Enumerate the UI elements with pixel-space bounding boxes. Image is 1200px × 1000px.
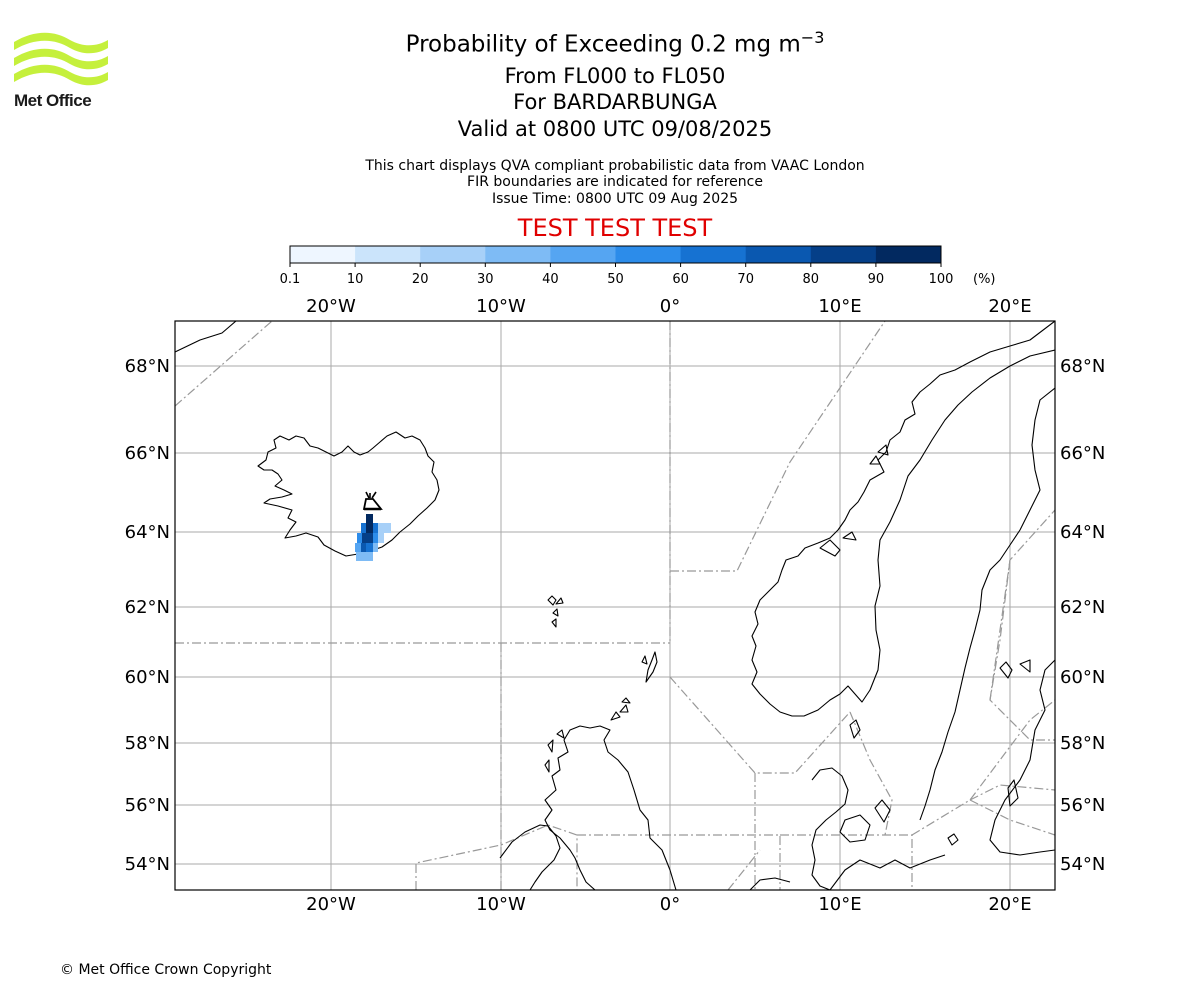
graticule: [175, 321, 1055, 890]
ireland-coast: [499, 824, 561, 890]
longitude-label: 20°W: [306, 296, 356, 317]
longitude-label: 20°E: [988, 296, 1031, 317]
colorbar-segment: [875, 246, 942, 263]
colorbar-segment: [550, 246, 616, 263]
longitude-label: 10°E: [818, 894, 861, 915]
flight-level-range: From FL000 to FL050: [504, 64, 726, 88]
colorbar-tick-label: 70: [737, 272, 754, 287]
longitude-label: 10°E: [818, 296, 861, 317]
test-banner: TEST TEST TEST: [517, 214, 713, 242]
latitude-labels-right: 68°N 66°N 64°N 62°N 60°N 58°N 56°N 54°N: [1060, 356, 1105, 875]
chart-title-exponent: −3: [800, 28, 825, 47]
colorbar-segment: [420, 246, 486, 263]
sweden-coast: [919, 387, 1055, 821]
longitude-label: 10°W: [476, 296, 526, 317]
logo-text: Met Office: [14, 91, 92, 110]
latitude-label: 68°N: [1060, 356, 1105, 377]
colorbar-tick-label: 90: [868, 272, 885, 287]
colorbar-segment: [615, 246, 682, 263]
colorbar-segment: [680, 246, 747, 263]
longitude-label: 20°W: [306, 894, 356, 915]
colorbar-segment: [810, 246, 877, 263]
fir-boundaries: [175, 321, 1055, 890]
longitude-label: 10°W: [476, 894, 526, 915]
latitude-label: 56°N: [1060, 795, 1105, 816]
latitude-label: 64°N: [125, 522, 170, 543]
longitude-label: 0°: [660, 894, 680, 915]
colorbar-tick-label: 40: [542, 272, 559, 287]
latitude-label: 68°N: [125, 356, 170, 377]
colorbar-tick-label: 100: [929, 272, 954, 287]
chart-title-text: Probability of Exceeding 0.2 mg m: [405, 31, 801, 58]
latitude-label: 60°N: [1060, 667, 1105, 688]
fir-note: FIR boundaries are indicated for referen…: [467, 174, 763, 190]
latitude-label: 58°N: [1060, 733, 1105, 754]
latitude-label: 62°N: [125, 597, 170, 618]
valid-time: Valid at 0800 UTC 09/08/2025: [457, 117, 773, 141]
denmark-coast: [811, 767, 849, 890]
latitude-label: 66°N: [1060, 443, 1105, 464]
map-frame: [174, 320, 1056, 891]
colorbar-tick-label: 50: [607, 272, 624, 287]
longitude-label: 0°: [660, 296, 680, 317]
longitude-labels-top: 20°W 10°W 0° 10°E 20°E: [306, 296, 1031, 317]
colorbar-tick-label: 0.1: [280, 272, 301, 287]
latitude-label: 62°N: [1060, 597, 1105, 618]
latitude-label: 64°N: [1060, 522, 1105, 543]
latitude-label: 66°N: [125, 443, 170, 464]
longitude-labels-bottom: 20°W 10°W 0° 10°E 20°E: [306, 894, 1031, 915]
colorbar: 0.1 10 20 30 40 50 60 70 80 90 100 (%): [280, 245, 996, 287]
chart-title: Probability of Exceeding 0.2 mg m−3: [0, 28, 1200, 58]
colorbar-segment: [485, 246, 551, 263]
norway-coast: [751, 321, 1055, 717]
latitude-label: 54°N: [125, 854, 170, 875]
coastlines: [175, 321, 1055, 890]
latitude-labels-left: 68°N 66°N 64°N 62°N 60°N 58°N 56°N 54°N: [125, 356, 170, 875]
colorbar-tick-label: 10: [347, 272, 364, 287]
copyright-notice: © Met Office Crown Copyright: [60, 962, 272, 978]
probability-plume: [355, 514, 391, 561]
great-britain-coast: [544, 725, 677, 890]
colorbar-unit: (%): [973, 272, 996, 287]
latitude-label: 54°N: [1060, 854, 1105, 875]
issue-time: Issue Time: 0800 UTC 09 Aug 2025: [491, 191, 739, 207]
colorbar-tick-label: 20: [412, 272, 429, 287]
volcano-name: For BARDARBUNGA: [513, 90, 717, 114]
colorbar-segment: [290, 246, 356, 263]
colorbar-tick-label: 60: [672, 272, 689, 287]
colorbar-segment: [355, 246, 421, 263]
latitude-label: 56°N: [125, 795, 170, 816]
volcano-icon: [362, 491, 383, 511]
colorbar-tick-label: 80: [803, 272, 820, 287]
colorbar-tick-label: 30: [477, 272, 494, 287]
latitude-label: 58°N: [125, 733, 170, 754]
latitude-label: 60°N: [125, 667, 170, 688]
chart-description: This chart displays QVA compliant probab…: [365, 158, 865, 174]
iceland-coast: [257, 431, 440, 557]
longitude-label: 20°E: [988, 894, 1031, 915]
colorbar-segment: [745, 246, 812, 263]
met-office-waves-icon: [14, 32, 108, 86]
